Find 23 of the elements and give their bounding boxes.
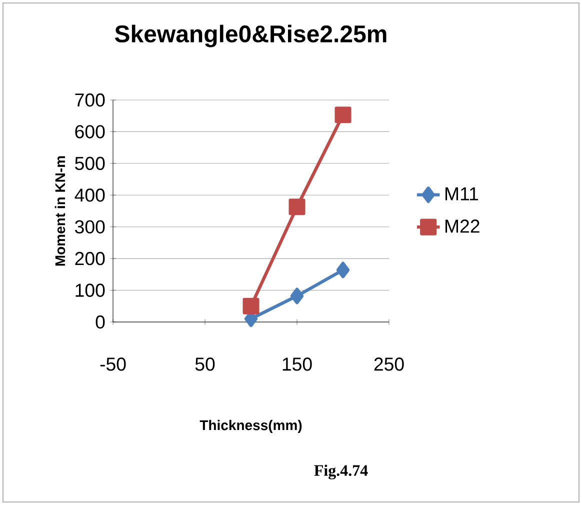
point [288,198,306,216]
point [334,106,352,124]
y-tick-label: 200 [75,252,105,266]
chart-title: Skewangle0&Rise2.25m [114,24,386,48]
legend-label: M22 [446,220,480,233]
y-tick-label: 600 [75,125,105,138]
y-tick-label: 400 [74,188,105,202]
y-tick-label: 300 [75,220,105,234]
x-tick-label: 50 [195,358,215,371]
y-tick-label: 500 [75,156,105,170]
x-tick-label: 150 [282,358,312,371]
x-tick-label: 250 [374,358,404,371]
point [290,288,304,304]
point [242,298,260,314]
x-tick-label: -50 [100,358,126,371]
y-tick-label: 100 [76,284,105,297]
y-axis-title: Moment in KN-m [54,156,66,266]
y-tick-label: 0 [96,315,105,329]
point [336,262,350,278]
y-tick-label: 700 [75,93,105,107]
caption: Fig.4.74 [314,464,368,480]
x-axis-title: Thickness(mm) [200,420,302,433]
legend-label: M11 [446,187,478,200]
